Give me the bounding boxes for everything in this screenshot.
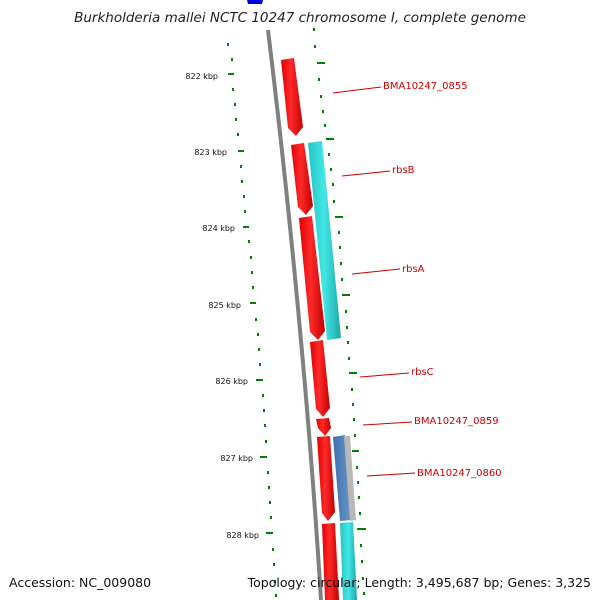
kbp-label-825: 825 kbp (208, 301, 241, 310)
gc-dots-right (313, 28, 366, 595)
gene-label-rbsa[interactable]: rbsA (402, 264, 425, 275)
top-feature-fragment (247, 0, 263, 4)
feature-grey (344, 436, 356, 521)
kbp-label-826: 826 kbp (215, 377, 248, 386)
kbp-label-828: 828 kbp (226, 531, 259, 540)
kbp-tick-labels: 822 kbp 823 kbp 824 kbp 825 kbp 826 kbp … (185, 72, 259, 540)
feature-track (308, 141, 357, 600)
cds-arrow-rbsb (291, 143, 313, 215)
cds-arrow-rbsc (310, 340, 330, 417)
feature-next (340, 522, 357, 600)
gene-labels: BMA10247_0855 rbsB rbsA rbsC BMA10247_08… (383, 81, 502, 479)
kbp-label-827: 827 kbp (220, 454, 253, 463)
cds-arrow-rbsa (299, 216, 325, 340)
backbone-arc (266, 29, 323, 600)
gene-label-bma0860[interactable]: BMA10247_0860 (417, 468, 502, 479)
feature-blue (333, 435, 352, 521)
gene-label-rbsc[interactable]: rbsC (411, 367, 434, 378)
feature-rbsb (308, 141, 341, 340)
gene-label-rbsb[interactable]: rbsB (392, 165, 415, 176)
label-leaders (332, 86, 416, 477)
topology-info: Topology: circular; Length: 3,495,687 bp… (247, 575, 591, 590)
cds-track (281, 58, 339, 600)
gc-dots-left (227, 43, 277, 597)
kbp-label-824: 824 kbp (202, 224, 235, 233)
cds-arrow-bma0859 (316, 418, 331, 436)
cds-arrow-next (322, 523, 339, 600)
cds-arrow-bma0855 (281, 58, 303, 136)
map-title: Burkholderia mallei NCTC 10247 chromosom… (74, 10, 526, 26)
accession-label: Accession: NC_009080 (9, 575, 152, 590)
cds-arrow-bma0860 (317, 436, 335, 521)
kbp-label-823: 823 kbp (194, 148, 227, 157)
kbp-label-822: 822 kbp (185, 72, 218, 81)
gene-label-bma0859[interactable]: BMA10247_0859 (414, 416, 499, 427)
gene-label-bma0855[interactable]: BMA10247_0855 (383, 81, 468, 92)
